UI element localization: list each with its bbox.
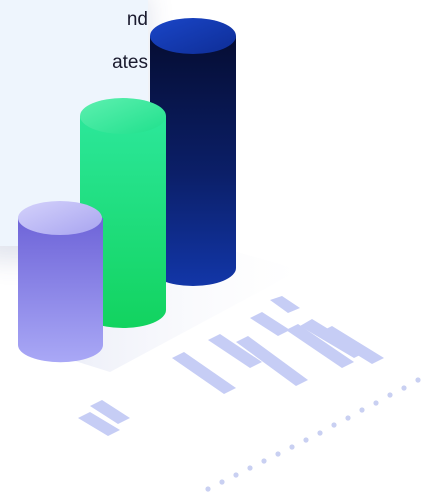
floor-shadow — [40, 250, 300, 372]
card-text-line-3: ates — [112, 52, 148, 73]
dotted-line — [205, 377, 421, 492]
card-text-line-2: nd — [126, 9, 148, 30]
cylinder-front — [18, 201, 103, 363]
cylinder-back — [150, 18, 236, 286]
floor-stripes — [78, 296, 384, 436]
